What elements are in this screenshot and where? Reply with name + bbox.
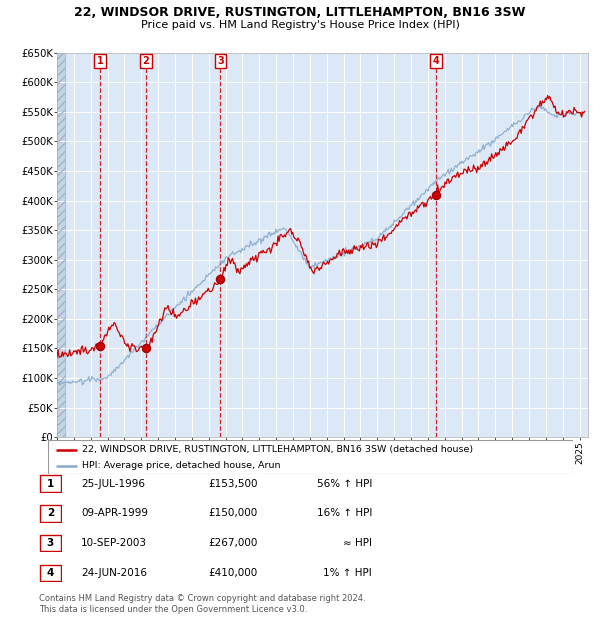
Text: 22, WINDSOR DRIVE, RUSTINGTON, LITTLEHAMPTON, BN16 3SW: 22, WINDSOR DRIVE, RUSTINGTON, LITTLEHAM…	[74, 6, 526, 19]
Text: £153,500: £153,500	[209, 479, 258, 489]
Text: HPI: Average price, detached house, Arun: HPI: Average price, detached house, Arun	[82, 461, 281, 471]
Text: £150,000: £150,000	[209, 508, 258, 518]
Text: 16% ↑ HPI: 16% ↑ HPI	[317, 508, 372, 518]
Text: 2: 2	[142, 56, 149, 66]
Text: 1: 1	[97, 56, 104, 66]
Text: 22, WINDSOR DRIVE, RUSTINGTON, LITTLEHAMPTON, BN16 3SW (detached house): 22, WINDSOR DRIVE, RUSTINGTON, LITTLEHAM…	[82, 445, 473, 454]
Text: 3: 3	[47, 538, 54, 548]
Text: 10-SEP-2003: 10-SEP-2003	[81, 538, 147, 548]
Bar	[57, 53, 65, 437]
Text: 56% ↑ HPI: 56% ↑ HPI	[317, 479, 372, 489]
Text: 24-JUN-2016: 24-JUN-2016	[81, 568, 147, 578]
Text: Price paid vs. HM Land Registry's House Price Index (HPI): Price paid vs. HM Land Registry's House …	[140, 20, 460, 30]
Text: 09-APR-1999: 09-APR-1999	[81, 508, 148, 518]
Text: ≈ HPI: ≈ HPI	[343, 538, 372, 548]
Text: 25-JUL-1996: 25-JUL-1996	[81, 479, 145, 489]
Text: £267,000: £267,000	[209, 538, 258, 548]
Text: 1% ↑ HPI: 1% ↑ HPI	[323, 568, 372, 578]
Text: 4: 4	[47, 568, 54, 578]
Text: 1: 1	[47, 479, 54, 489]
Text: 4: 4	[433, 56, 439, 66]
Text: 2: 2	[47, 508, 54, 518]
Text: Contains HM Land Registry data © Crown copyright and database right 2024.
This d: Contains HM Land Registry data © Crown c…	[39, 595, 365, 614]
Text: £410,000: £410,000	[209, 568, 258, 578]
Text: 3: 3	[217, 56, 224, 66]
